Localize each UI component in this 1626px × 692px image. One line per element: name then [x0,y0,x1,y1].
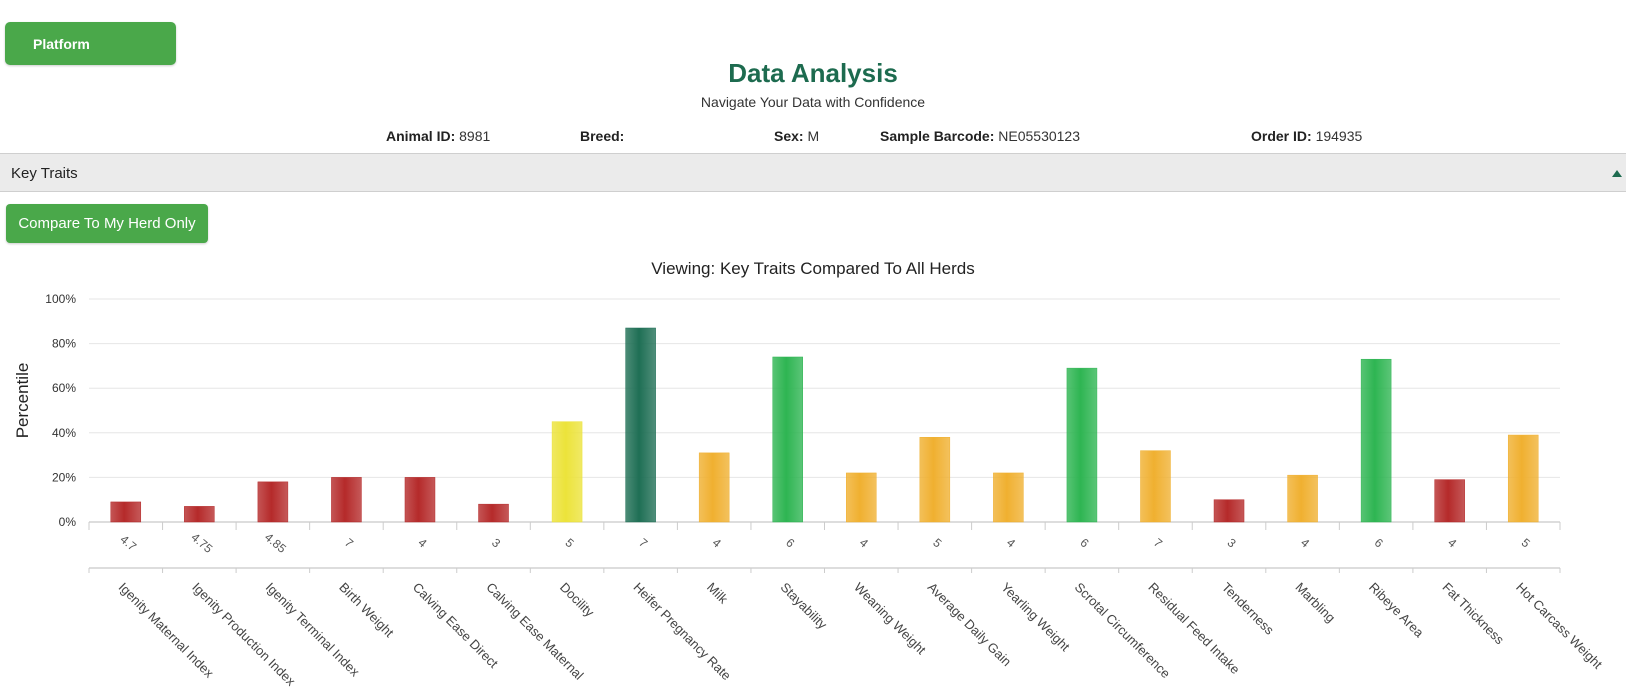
sample-barcode-label: Sample Barcode: [880,128,995,144]
bar [184,506,215,523]
category-label: Stayability [778,580,831,633]
bar [1213,499,1245,523]
category-label: Fat Thickness [1440,580,1508,648]
page-subtitle: Navigate Your Data with Confidence [700,94,926,110]
bar [478,503,509,523]
bar [110,501,142,523]
animal-id-value: 8981 [459,128,491,144]
category-label: Weaning Weight [851,580,929,658]
compare-to-my-herd-button[interactable]: Compare To My Herd Only [6,204,208,243]
triangle-up-icon[interactable] [1612,170,1622,177]
score-label: 4.7 [117,532,139,554]
bar [1507,434,1539,523]
animal-id-info: Animal ID: 8981 [386,128,490,144]
bar [1140,450,1171,523]
category-label: Average Daily Gain [925,580,1015,670]
score-label: 4 [1298,535,1312,550]
category-label: Milk [704,580,731,607]
score-label: 7 [636,535,650,550]
score-label: 4 [415,535,429,550]
score-label: 5 [563,535,577,550]
sample-barcode-info: Sample Barcode: NE05530123 [880,128,1080,144]
bar [919,437,951,523]
breed-label: Breed: [580,128,625,144]
score-label: 4 [710,535,724,550]
bar [625,327,656,523]
category-label: Yearling Weight [998,580,1073,655]
animal-id-label: Animal ID: [386,128,456,144]
bar [1066,367,1098,523]
bar [404,477,436,523]
bar [993,472,1024,523]
score-label: 6 [783,535,797,550]
sex-value: M [807,128,820,144]
score-label: 5 [930,535,944,550]
page-title: Data Analysis [728,58,898,88]
bar [1434,479,1465,523]
bar [257,481,289,523]
breed-info: Breed: [580,128,624,144]
bar [1360,358,1392,523]
sample-barcode-value: NE05530123 [998,128,1081,144]
score-label: 7 [1151,535,1165,550]
sex-info: Sex: M [774,128,819,144]
score-label: 7 [342,535,356,550]
platform-button[interactable]: Platform [5,22,176,65]
order-id-value: 194935 [1315,128,1363,144]
score-label: 3 [489,535,503,550]
y-tick-label: 0% [59,515,77,529]
category-label: Ribeye Area [1366,580,1427,641]
category-label: Birth Weight [336,580,397,641]
order-id-label: Order ID: [1251,128,1312,144]
category-label: Hot Carcass Weight [1513,580,1605,672]
category-label: Docility [557,580,598,621]
score-label: 4 [1004,535,1018,550]
bar [331,477,362,523]
key-traits-section-header[interactable]: Key Traits [0,153,1626,192]
section-label: Key Traits [11,165,78,182]
y-tick-label: 100% [45,292,76,306]
y-axis-label: Percentile [13,363,32,439]
bar [1287,474,1318,523]
bar [772,356,803,523]
score-label: 6 [1077,535,1091,550]
order-id-info: Order ID: 194935 [1251,128,1362,144]
score-label: 3 [1225,535,1239,550]
bar [846,472,877,523]
score-label: 4.85 [262,530,289,556]
score-label: 4 [857,535,871,550]
y-tick-label: 80% [52,337,76,351]
category-label: Tenderness [1219,580,1277,638]
category-label: Marbling [1292,580,1338,626]
score-label: 5 [1519,535,1533,550]
y-tick-label: 20% [52,470,76,484]
y-tick-label: 60% [52,381,76,395]
sex-label: Sex: [774,128,804,144]
score-label: 6 [1372,535,1386,550]
bar [698,452,730,523]
chart-title: Viewing: Key Traits Compared To All Herd… [651,259,975,278]
score-label: 4 [1445,535,1459,550]
y-tick-label: 40% [52,426,76,440]
score-label: 4.75 [188,530,215,556]
bar [551,421,583,523]
